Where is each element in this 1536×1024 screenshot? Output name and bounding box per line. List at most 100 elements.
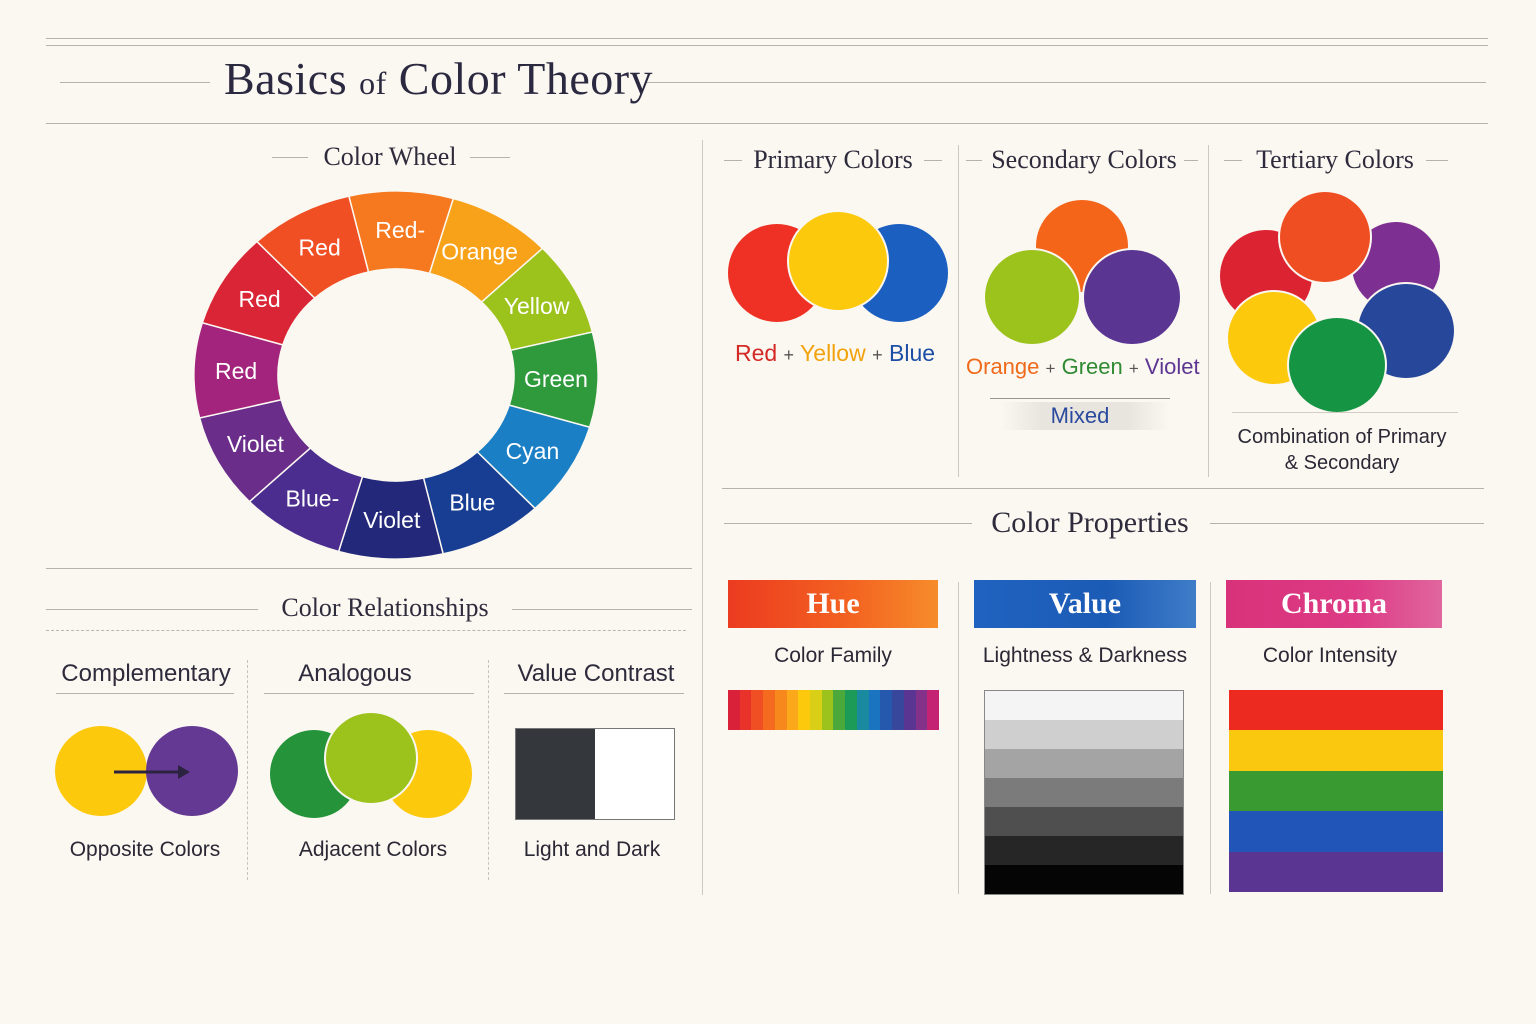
hue-swatch: [868, 690, 881, 730]
divider-analog-contrast: [488, 660, 490, 880]
wheel-segment-label: Green: [524, 366, 588, 392]
value-step: [985, 836, 1183, 865]
divider-value-chroma: [1210, 582, 1211, 894]
relationships-dashed-rule: [46, 630, 686, 632]
secondary-violet-circle: [1084, 250, 1180, 344]
chroma-caption: Color Intensity: [1262, 644, 1398, 667]
chroma-row: [1229, 770, 1443, 812]
primary-rule-right: [924, 160, 942, 161]
hue-banner: Hue: [728, 580, 938, 628]
tertiary-caption-line1: Combination of Primary: [1237, 426, 1447, 448]
primary-formula: Red + Yellow + Blue: [724, 340, 946, 367]
primary-plus-1: +: [783, 345, 795, 365]
divider-secondary-tertiary: [1208, 145, 1209, 477]
contrast-dark-half: [516, 729, 595, 819]
hue-swatch: [927, 690, 939, 730]
analogous-underline: [264, 693, 474, 694]
relationships-rule-left: [46, 609, 258, 610]
value-scale: [984, 690, 1184, 895]
color-wheel-heading: Color Wheel: [323, 142, 457, 171]
wheel-head-rule-left: [272, 157, 308, 158]
hue-swatch: [810, 690, 822, 730]
relationships-heading: Color Relationships: [281, 593, 489, 622]
hue-swatch: [739, 690, 752, 730]
primary-word-red: Red: [734, 340, 778, 366]
wheel-segment-label: Orange: [441, 238, 518, 264]
value-step: [985, 691, 1183, 720]
hue-swatch: [728, 690, 740, 730]
primary-plus-2: +: [872, 345, 883, 365]
complementary-underline: [56, 693, 234, 694]
main-divider: [702, 140, 703, 895]
value-step: [985, 807, 1183, 836]
analogous-caption: Adjacent Colors: [298, 838, 448, 861]
chroma-row: [1229, 811, 1443, 852]
secondary-word-orange: Orange: [966, 354, 1040, 379]
wheel-head-rule-right: [470, 157, 510, 158]
secondary-word-violet: Violet: [1144, 354, 1200, 379]
wheel-segment-label: Red: [299, 235, 341, 261]
wheel-segment-label: Cyan: [506, 438, 560, 464]
value-contrast-underline: [504, 693, 684, 694]
value-contrast-caption: Light and Dark: [523, 838, 661, 861]
value-contrast-swatch: [515, 728, 675, 820]
mixed-top-rule: [990, 398, 1170, 399]
hue-swatch: [856, 690, 869, 730]
secondary-formula: Orange + Green + Violet: [966, 354, 1200, 380]
hue-swatch: [892, 690, 904, 730]
hue-swatch: [774, 690, 787, 730]
secondary-plus-1: +: [1045, 359, 1056, 378]
value-step: [985, 720, 1183, 749]
secondary-word-green: Green: [1061, 354, 1123, 379]
page-title: Basics of Color Theory: [224, 53, 654, 104]
title-rule-right: [646, 82, 1486, 83]
properties-heading: Color Properties: [991, 506, 1189, 539]
value-caption: Lightness & Darkness: [982, 644, 1188, 667]
value-step: [985, 865, 1183, 894]
hue-swatch: [833, 690, 846, 730]
secondary-plus-2: +: [1128, 359, 1139, 378]
tertiary-caption-rule: [1232, 412, 1458, 413]
tertiary-rule-right: [1426, 160, 1448, 161]
hue-swatch: [786, 690, 799, 730]
divider-hue-value: [958, 582, 959, 894]
divider-comp-analog: [247, 660, 249, 880]
tertiary-green-circle: [1289, 318, 1385, 412]
mixed-label: Mixed: [1050, 403, 1110, 428]
wheel-segment-label: Blue-: [286, 486, 340, 512]
properties-top-rule: [722, 488, 1484, 489]
wheel-segment: [255, 195, 370, 300]
wheel-segment-label: Violet: [227, 431, 285, 457]
primary-heading: Primary Colors: [753, 145, 913, 174]
properties-rule-left: [724, 523, 972, 524]
tertiary-caption-line2: & Secondary: [1284, 452, 1400, 474]
divider-primary-secondary: [958, 145, 959, 477]
wheel-segment-label: Yellow: [504, 293, 570, 319]
top-rule-2: [46, 45, 1488, 46]
secondary-green-circle: [985, 250, 1079, 344]
complementary-heading: Complementary: [61, 660, 231, 687]
title-under-rule: [46, 123, 1488, 124]
wheel-segment-label: Red-: [375, 217, 425, 243]
tertiary-rule-left: [1224, 160, 1242, 161]
primary-word-blue: Blue: [889, 340, 936, 366]
wheel-segment-label: Violet: [363, 507, 421, 533]
mixed-band: [1000, 402, 1170, 430]
chroma-row: [1229, 851, 1443, 893]
hue-swatch: [821, 690, 834, 730]
hue-swatch: [915, 690, 928, 730]
wheel-segment-label: Red: [238, 286, 280, 312]
secondary-heading: Secondary Colors: [991, 145, 1177, 174]
chroma-scale: [1229, 690, 1443, 893]
chroma-row: [1229, 730, 1443, 771]
tertiary-red-orange-circle: [1280, 192, 1370, 282]
properties-rule-right: [1210, 523, 1484, 524]
value-step: [985, 778, 1183, 807]
wheel-segment-label: Blue: [449, 489, 495, 515]
analogous-heading: Analogous: [298, 660, 412, 687]
relationships-top-rule: [46, 568, 692, 569]
secondary-rule-right: [1184, 160, 1198, 161]
primary-yellow-circle: [789, 212, 887, 310]
value-contrast-heading: Value Contrast: [517, 660, 675, 687]
value-banner: Value: [974, 580, 1196, 628]
